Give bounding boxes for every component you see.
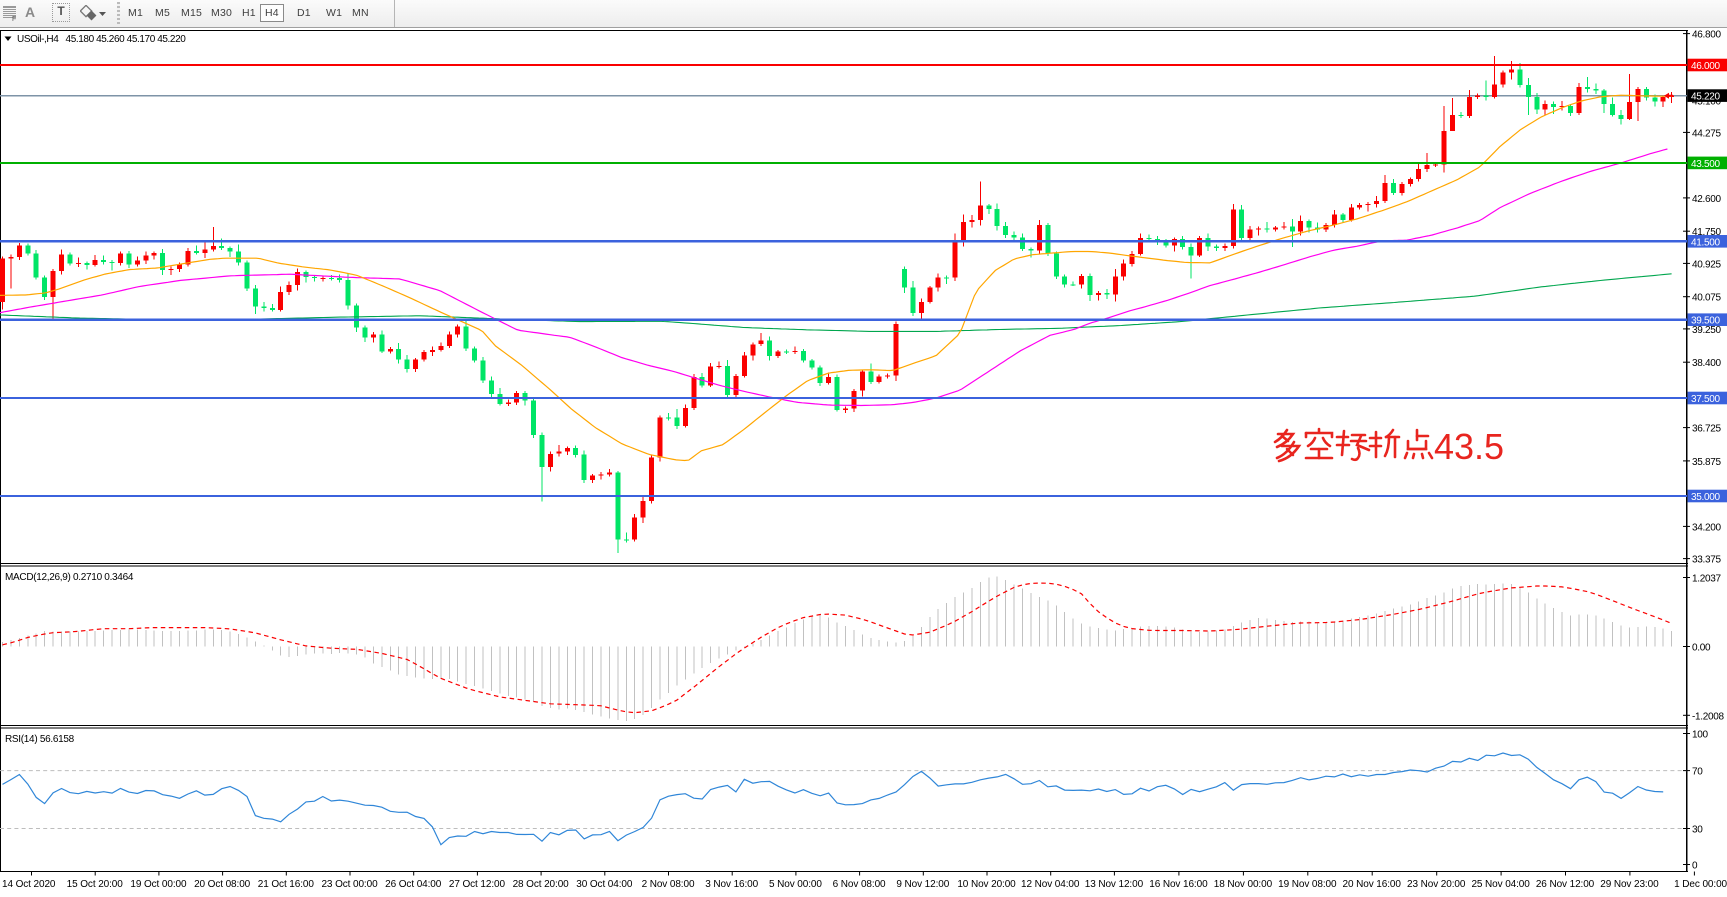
svg-text:5 Nov 00:00: 5 Nov 00:00 bbox=[769, 879, 822, 890]
svg-text:30 Oct 04:00: 30 Oct 04:00 bbox=[576, 879, 633, 890]
svg-text:45.220: 45.220 bbox=[1691, 92, 1721, 103]
svg-text:14 Oct 2020: 14 Oct 2020 bbox=[2, 879, 56, 890]
svg-text:43.5: 43.5 bbox=[1434, 426, 1504, 467]
svg-text:10 Nov 20:00: 10 Nov 20:00 bbox=[957, 879, 1016, 890]
svg-text:40.075: 40.075 bbox=[1692, 293, 1722, 304]
svg-text:37.500: 37.500 bbox=[1691, 394, 1721, 405]
svg-text:100: 100 bbox=[1692, 730, 1709, 741]
svg-text:20 Nov 16:00: 20 Nov 16:00 bbox=[1343, 879, 1402, 890]
svg-text:27 Oct 12:00: 27 Oct 12:00 bbox=[449, 879, 506, 890]
svg-text:26 Nov 12:00: 26 Nov 12:00 bbox=[1536, 879, 1595, 890]
svg-text:46.800: 46.800 bbox=[1692, 30, 1722, 41]
svg-text:46.000: 46.000 bbox=[1691, 61, 1721, 72]
svg-text:26 Oct 04:00: 26 Oct 04:00 bbox=[385, 879, 442, 890]
svg-text:43.500: 43.500 bbox=[1691, 159, 1721, 170]
svg-text:42.600: 42.600 bbox=[1692, 194, 1722, 205]
svg-text:23 Oct 00:00: 23 Oct 00:00 bbox=[321, 879, 378, 890]
svg-text:70: 70 bbox=[1692, 767, 1703, 778]
svg-text:F: F bbox=[12, 16, 16, 22]
svg-text:16 Nov 16:00: 16 Nov 16:00 bbox=[1149, 879, 1208, 890]
svg-text:20 Oct 08:00: 20 Oct 08:00 bbox=[194, 879, 251, 890]
svg-text:25 Nov 04:00: 25 Nov 04:00 bbox=[1471, 879, 1530, 890]
svg-text:41.750: 41.750 bbox=[1692, 227, 1722, 238]
svg-text:0: 0 bbox=[1692, 861, 1698, 872]
svg-text:21 Oct 16:00: 21 Oct 16:00 bbox=[258, 879, 315, 890]
svg-text:34.200: 34.200 bbox=[1692, 522, 1722, 533]
svg-text:1 Dec 00:00: 1 Dec 00:00 bbox=[1674, 879, 1727, 890]
svg-text:-1.2008: -1.2008 bbox=[1692, 711, 1725, 722]
svg-text:15 Oct 20:00: 15 Oct 20:00 bbox=[67, 879, 124, 890]
svg-text:35.875: 35.875 bbox=[1692, 457, 1722, 468]
svg-text:USOil-,H4 45.180 45.260 45.1: USOil-,H4 45.180 45.260 45.170 45.220 bbox=[17, 34, 186, 45]
svg-text:1.2037: 1.2037 bbox=[1692, 574, 1722, 585]
svg-text:30: 30 bbox=[1692, 825, 1703, 836]
svg-text:12 Nov 04:00: 12 Nov 04:00 bbox=[1021, 879, 1080, 890]
svg-text:23 Nov 20:00: 23 Nov 20:00 bbox=[1407, 879, 1466, 890]
svg-text:13 Nov 12:00: 13 Nov 12:00 bbox=[1085, 879, 1144, 890]
svg-text:39.500: 39.500 bbox=[1691, 316, 1721, 327]
svg-text:35.000: 35.000 bbox=[1691, 492, 1721, 503]
svg-text:28 Oct 20:00: 28 Oct 20:00 bbox=[513, 879, 570, 890]
svg-text:19 Oct 00:00: 19 Oct 00:00 bbox=[130, 879, 187, 890]
svg-text:RSI(14) 56.6158: RSI(14) 56.6158 bbox=[5, 734, 75, 745]
svg-text:36.725: 36.725 bbox=[1692, 424, 1722, 435]
svg-text:2 Nov 08:00: 2 Nov 08:00 bbox=[642, 879, 695, 890]
svg-text:29 Nov 23:00: 29 Nov 23:00 bbox=[1600, 879, 1659, 890]
svg-text:6 Nov 08:00: 6 Nov 08:00 bbox=[833, 879, 886, 890]
svg-text:MACD(12,26,9) 0.2710 0.3464: MACD(12,26,9) 0.2710 0.3464 bbox=[5, 572, 134, 583]
svg-text:38.400: 38.400 bbox=[1692, 358, 1722, 369]
svg-text:39.250: 39.250 bbox=[1692, 325, 1722, 336]
svg-text:0.00: 0.00 bbox=[1692, 643, 1711, 654]
svg-text:19 Nov 08:00: 19 Nov 08:00 bbox=[1278, 879, 1337, 890]
svg-text:33.375: 33.375 bbox=[1692, 555, 1722, 566]
svg-text:3 Nov 16:00: 3 Nov 16:00 bbox=[705, 879, 758, 890]
svg-text:9 Nov 12:00: 9 Nov 12:00 bbox=[896, 879, 949, 890]
svg-text:18 Nov 00:00: 18 Nov 00:00 bbox=[1214, 879, 1273, 890]
svg-text:41.500: 41.500 bbox=[1691, 237, 1721, 248]
svg-text:40.925: 40.925 bbox=[1692, 259, 1722, 270]
svg-text:44.275: 44.275 bbox=[1692, 128, 1722, 139]
